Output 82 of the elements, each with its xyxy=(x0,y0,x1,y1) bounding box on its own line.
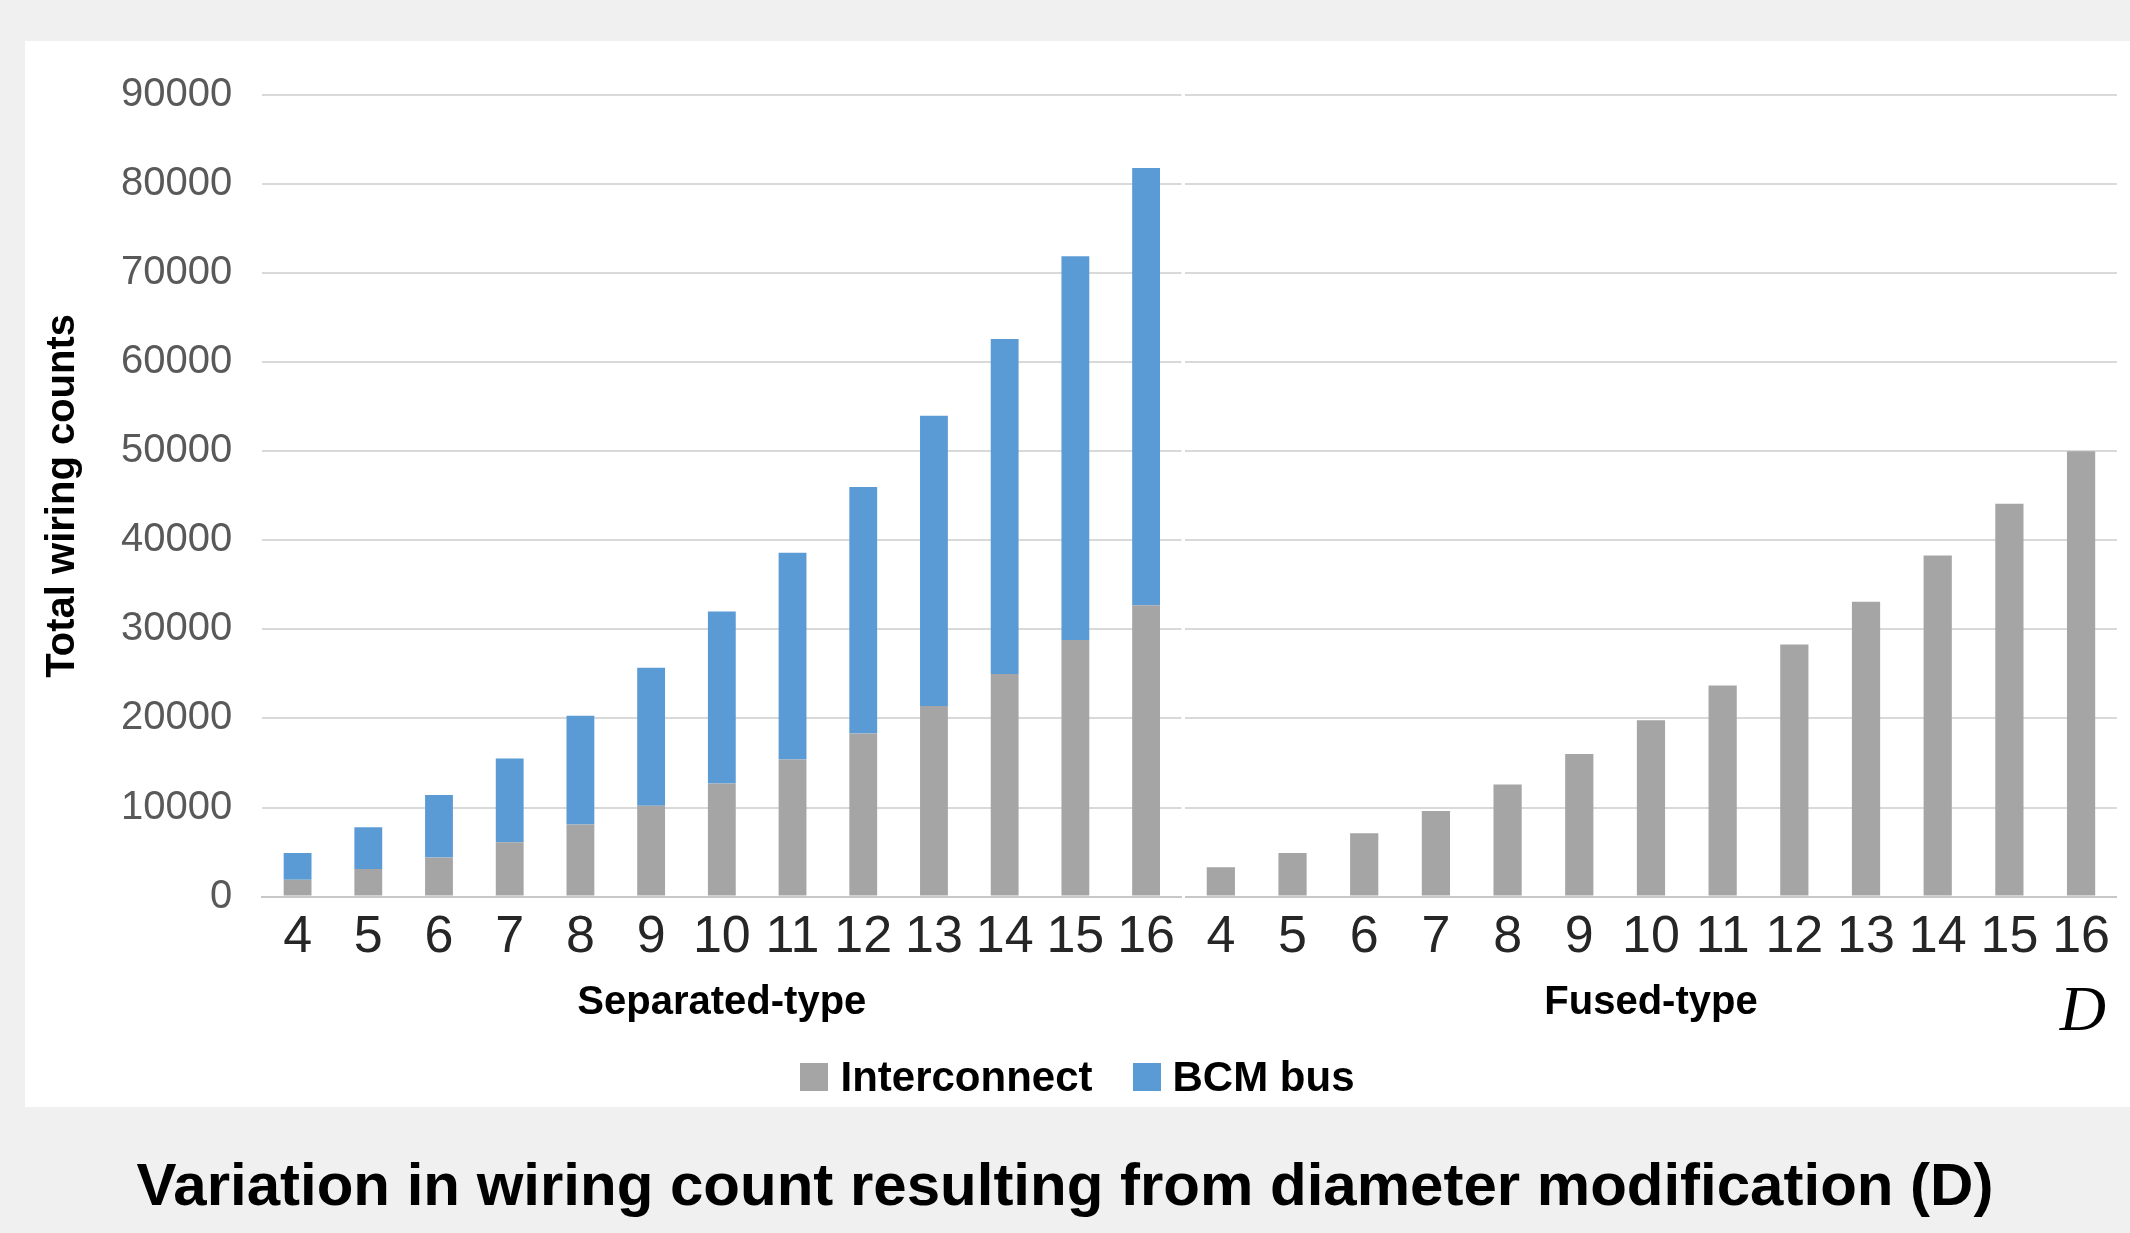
bar xyxy=(990,673,1019,896)
y-tick-label: 50000 xyxy=(121,426,233,471)
bar xyxy=(1995,503,2024,896)
x-tick-label: 9 xyxy=(636,905,666,964)
x-tick-label: 6 xyxy=(1349,905,1379,964)
x-tick-label: 4 xyxy=(283,905,313,964)
x-tick-label: 11 xyxy=(1695,905,1750,964)
legend-label: Interconnect xyxy=(840,1053,1093,1101)
x-tick-label: 5 xyxy=(1278,905,1307,964)
y-tick-label: 60000 xyxy=(121,337,233,382)
bar xyxy=(1061,640,1090,896)
bar xyxy=(2066,451,2096,896)
bar xyxy=(849,486,878,734)
bar xyxy=(1851,601,1881,896)
y-tick-label: 10000 xyxy=(121,782,233,827)
bar xyxy=(778,759,807,896)
bar xyxy=(990,339,1019,674)
bar xyxy=(566,824,595,896)
bar xyxy=(778,552,807,760)
bar xyxy=(1061,256,1090,641)
bar xyxy=(1278,852,1307,896)
x-tick-label: 15 xyxy=(1046,905,1105,964)
bar xyxy=(354,827,383,869)
bar xyxy=(849,733,878,896)
x-tick-label: 12 xyxy=(1765,905,1824,964)
y-tick-label: 20000 xyxy=(121,693,233,738)
x-tick-label: 9 xyxy=(1564,905,1594,964)
text: D xyxy=(2059,972,2106,1046)
bar xyxy=(637,667,666,806)
y-tick-label: 30000 xyxy=(121,604,233,649)
x-tick-label: 16 xyxy=(1117,905,1175,964)
x-axis-title: Fused-type xyxy=(1544,978,1758,1023)
x-tick-label: 10 xyxy=(1622,905,1680,964)
x-tick-label: 10 xyxy=(692,905,751,964)
y-tick-label: 90000 xyxy=(121,70,233,115)
bar xyxy=(566,715,595,825)
bar xyxy=(1206,867,1235,896)
x-tick-label: 13 xyxy=(905,905,963,964)
x-tick-label: 14 xyxy=(1908,905,1967,964)
bar xyxy=(920,706,948,896)
x-tick-label: 11 xyxy=(765,905,820,964)
y-tick-label: 80000 xyxy=(121,159,233,204)
legend-label: BCM bus xyxy=(1172,1053,1355,1101)
bar xyxy=(637,805,666,896)
bar xyxy=(707,783,736,896)
bar xyxy=(1636,720,1666,896)
bar xyxy=(1780,644,1809,896)
x-tick-label: 16 xyxy=(2052,905,2110,964)
x-tick-label: 4 xyxy=(1206,905,1236,964)
x-tick-label: 15 xyxy=(1980,905,2039,964)
bar xyxy=(354,868,383,896)
bar xyxy=(1132,168,1160,606)
x-tick-label: 5 xyxy=(353,905,383,964)
x-tick-label: 14 xyxy=(975,905,1034,964)
bar xyxy=(425,795,453,858)
x-tick-label: 8 xyxy=(565,905,595,964)
x-tick-label: 13 xyxy=(1837,905,1895,964)
bar xyxy=(920,415,948,706)
x-tick-label: 7 xyxy=(495,905,525,964)
bar xyxy=(283,879,312,896)
y-tick-label: 0 xyxy=(209,871,233,916)
x-tick-label: 8 xyxy=(1493,905,1523,964)
y-tick-label: 40000 xyxy=(121,515,233,560)
bar xyxy=(425,857,453,896)
x-tick-label: 6 xyxy=(424,905,454,964)
bar xyxy=(1923,555,1952,896)
text: Variation in wiring count resulting from diameter modification (D) xyxy=(135,1150,1995,1219)
bar xyxy=(1350,833,1379,896)
bar xyxy=(707,611,736,784)
bar xyxy=(495,758,524,843)
bar xyxy=(283,852,312,880)
bar xyxy=(1708,685,1737,896)
y-tick-label: 70000 xyxy=(121,248,233,293)
bar xyxy=(1132,605,1160,896)
bar xyxy=(1493,784,1522,896)
y-axis-title: Total wiring counts xyxy=(38,313,83,678)
bar xyxy=(1565,754,1594,896)
x-axis-title: Separated-type xyxy=(577,978,867,1023)
x-tick-label: 7 xyxy=(1421,905,1451,964)
bar xyxy=(1421,811,1451,896)
bar xyxy=(495,842,524,896)
x-tick-label: 12 xyxy=(834,905,893,964)
